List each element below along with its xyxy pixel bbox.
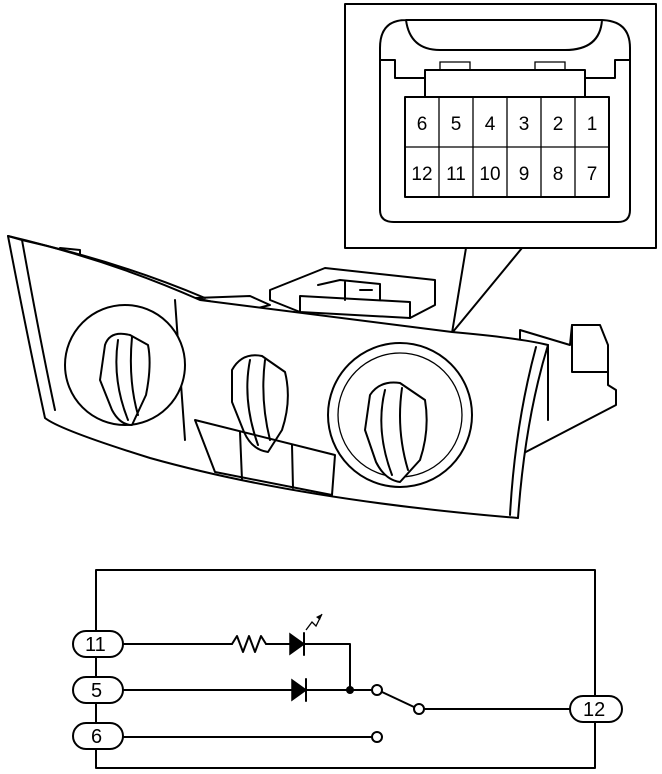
pin-label: 3 bbox=[519, 114, 530, 135]
pin-label: 12 bbox=[411, 164, 432, 185]
lock-tabs bbox=[439, 61, 566, 70]
switch-blade bbox=[381, 691, 415, 708]
pin-label: 7 bbox=[587, 164, 598, 185]
pin-label: 2 bbox=[553, 114, 564, 135]
callout-pointer bbox=[451, 247, 523, 334]
pin-label: 5 bbox=[451, 114, 462, 135]
pin-label: 11 bbox=[446, 164, 466, 185]
schematic-frame bbox=[95, 569, 596, 769]
pin-label: 1 bbox=[587, 114, 598, 135]
switch-contact-b bbox=[371, 731, 383, 743]
pin-label: 6 bbox=[417, 114, 428, 135]
terminal-6-label: 6 bbox=[91, 726, 102, 748]
left-knob bbox=[99, 332, 151, 426]
switch-pivot bbox=[413, 703, 425, 715]
switch-contact-a bbox=[371, 684, 383, 696]
terminal-5-label: 5 bbox=[91, 680, 102, 702]
led-emission-arrow bbox=[305, 613, 323, 631]
diode bbox=[291, 678, 308, 702]
pin-label: 10 bbox=[479, 164, 500, 185]
connector-body bbox=[379, 19, 631, 223]
pin-label: 4 bbox=[485, 114, 496, 135]
resistor bbox=[231, 635, 267, 653]
terminal-12-label: 12 bbox=[583, 699, 605, 721]
center-knob bbox=[231, 354, 289, 453]
connector-lock bbox=[424, 69, 586, 99]
pin-label: 9 bbox=[519, 164, 530, 185]
junction-dot bbox=[346, 686, 354, 694]
control-panel-illustration bbox=[7, 235, 617, 519]
right-knob bbox=[364, 381, 428, 483]
connector-housing bbox=[269, 267, 436, 319]
schematic: 11 5 6 12 bbox=[72, 569, 623, 769]
connector-inset: 6 5 4 3 2 1 12 11 10 9 8 7 bbox=[344, 3, 657, 334]
terminal-11-label: 11 bbox=[85, 634, 106, 656]
led-diode bbox=[289, 632, 306, 656]
pin-label: 8 bbox=[553, 164, 564, 185]
